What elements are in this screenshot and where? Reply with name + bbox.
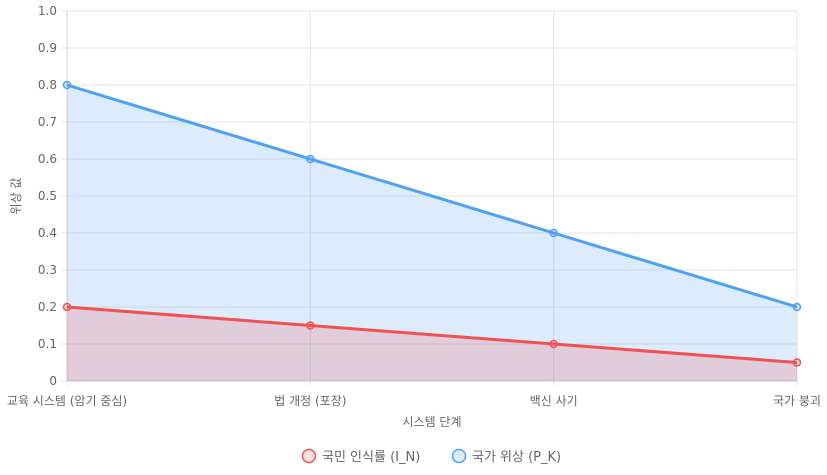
y-tick-label: 0.5 <box>38 189 57 203</box>
series-lines <box>66 83 798 364</box>
y-tick-label: 0.3 <box>38 263 57 277</box>
y-tick-label: 0.1 <box>38 337 57 351</box>
data-point[interactable] <box>62 302 72 312</box>
series-line <box>66 83 798 309</box>
y-tick-label: 0.2 <box>38 300 57 314</box>
legend: 국민 인식률 (I_N) 국가 위상 (P_K) <box>301 448 562 466</box>
x-tick-label: 국가 붕괴 <box>773 394 821 408</box>
data-point[interactable] <box>792 302 802 312</box>
series-points <box>62 80 802 367</box>
data-point[interactable] <box>62 80 72 90</box>
data-point[interactable] <box>549 339 558 349</box>
data-point[interactable] <box>306 321 315 330</box>
y-tick-label: 0 <box>49 374 57 388</box>
series-area <box>67 85 797 381</box>
legend-item[interactable]: 국가 위상 (P_K) <box>451 448 562 466</box>
data-point[interactable] <box>792 358 802 367</box>
x-axis-ticks: 교육 시스템 (암기 중심) 법 개정 (포장) 백신 사기 국가 붕괴 <box>7 394 821 408</box>
y-tick-label: 0.4 <box>38 226 57 240</box>
y-axis-title: 위상 값 <box>9 178 23 215</box>
legend-label: 국가 위상 (P_K) <box>472 450 561 465</box>
legend-item[interactable]: 국민 인식률 (I_N) <box>301 448 421 466</box>
legend-swatch <box>301 448 317 464</box>
series-line <box>66 305 798 364</box>
y-tick-label: 0.9 <box>38 41 57 55</box>
y-axis-ticks: 0 0.1 0.2 0.3 0.4 0.5 0.6 0.7 0.8 0.9 1.0 <box>38 4 57 388</box>
data-point[interactable] <box>306 154 315 164</box>
x-tick-label: 교육 시스템 (암기 중심) <box>7 394 127 408</box>
y-tick-label: 0.8 <box>38 78 57 92</box>
y-tick-label: 0.6 <box>38 152 57 166</box>
legend-swatch <box>451 448 467 464</box>
legend-label: 국민 인식률 (I_N) <box>322 450 420 465</box>
series-area <box>67 307 797 381</box>
x-tick-label: 법 개정 (포장) <box>274 394 346 408</box>
series-areas <box>67 85 797 381</box>
x-axis-title: 시스템 단계 <box>402 415 461 429</box>
x-tick-label: 백신 사기 <box>530 394 578 408</box>
y-tick-label: 0.7 <box>38 115 57 129</box>
data-point[interactable] <box>549 228 558 238</box>
y-tick-label: 1.0 <box>38 4 57 18</box>
